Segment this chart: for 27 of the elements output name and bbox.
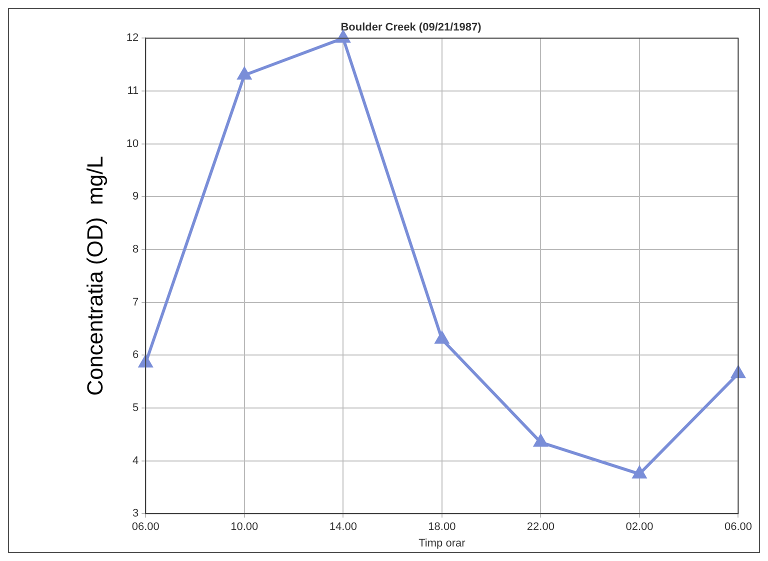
y-tick-label: 5 — [132, 402, 139, 414]
point — [534, 434, 548, 447]
y-tick-label: 3 — [132, 508, 139, 520]
y-tick-label: 11 — [127, 85, 139, 98]
x-tick-label: 14.00 — [329, 521, 357, 534]
x-tick-label: 06.00 — [132, 521, 160, 534]
chart-title: Boulder Creek (09/21/1987) — [340, 22, 482, 34]
x-tick-label: 18.00 — [428, 521, 456, 534]
y-tick-label: 10 — [126, 138, 139, 150]
y-tick-label: 6 — [132, 349, 139, 362]
y-tick-label: 8 — [132, 244, 139, 256]
point — [435, 332, 449, 344]
y-axis-title: Concentratia (OD) mg/L — [82, 156, 108, 396]
point — [336, 30, 350, 43]
y-tick-label: 9 — [132, 190, 139, 203]
point — [632, 466, 646, 478]
x-tick-label: 22.00 — [526, 521, 554, 534]
y-tick-label: 7 — [132, 296, 139, 308]
x-tick-label: 06.00 — [724, 521, 752, 534]
y-tick-label: 4 — [132, 454, 139, 467]
point — [238, 68, 252, 80]
point — [138, 356, 152, 368]
x-axis-title: Timp orar — [418, 537, 466, 550]
x-tick-label: 02.00 — [626, 521, 654, 534]
y-tick-label: 12 — [126, 32, 139, 44]
point — [732, 366, 745, 378]
x-tick-label: 10.00 — [230, 521, 258, 534]
